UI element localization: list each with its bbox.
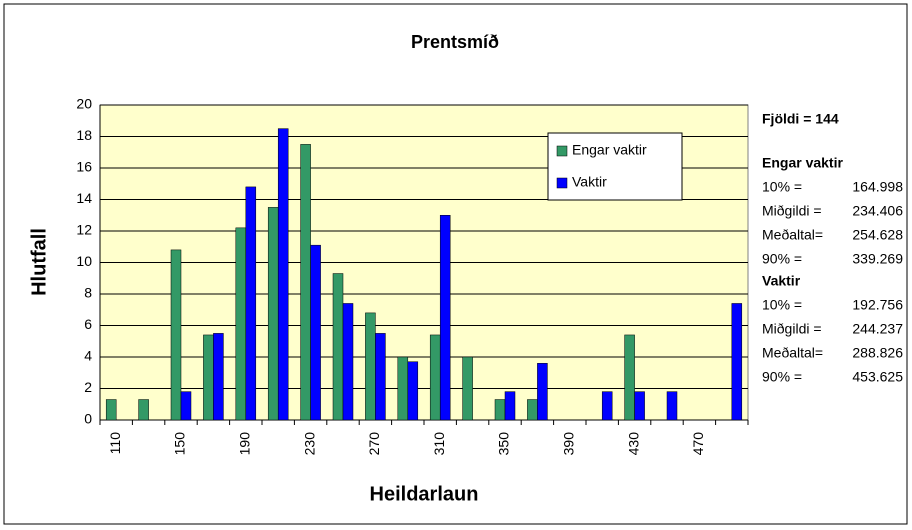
- bar: [245, 186, 257, 421]
- bar: [527, 399, 538, 421]
- y-tick-label: 16: [76, 159, 92, 175]
- y-tick-label: 20: [76, 96, 92, 112]
- bar: [462, 356, 473, 421]
- bar: [105, 399, 117, 421]
- legend-label: Engar vaktir: [572, 142, 647, 158]
- bar: [235, 227, 247, 421]
- stat-value: 288.826: [852, 345, 903, 361]
- stat-value: 164.998: [852, 179, 903, 195]
- x-tick-label: 110: [107, 432, 123, 455]
- x-tick-label: 270: [366, 432, 382, 456]
- stat-count: Fjöldi = 144: [762, 111, 839, 127]
- stat-label: 90% =: [762, 251, 802, 267]
- x-tick-label: 150: [172, 432, 188, 456]
- bar: [310, 244, 321, 421]
- bar: [277, 128, 289, 421]
- stat-value: 339.269: [852, 251, 903, 267]
- y-tick-label: 4: [84, 348, 92, 364]
- y-tick-label: 10: [76, 253, 92, 269]
- bar: [138, 399, 149, 421]
- stat-value: 254.628: [852, 227, 903, 243]
- stat-label: Meðaltal=: [762, 345, 823, 361]
- stat-value: 192.756: [852, 297, 903, 313]
- stat-group: Vaktir: [762, 273, 801, 289]
- bar: [170, 249, 182, 421]
- y-tick-label: 14: [76, 190, 92, 206]
- bar: [332, 273, 344, 421]
- bar: [365, 312, 376, 421]
- legend-box: [547, 132, 683, 201]
- y-tick-label: 8: [84, 285, 92, 301]
- bar: [666, 391, 678, 421]
- bar: [397, 356, 409, 421]
- stat-label: Miðgildi =: [762, 321, 822, 337]
- bar: [300, 144, 311, 421]
- stat-value: 453.625: [852, 369, 903, 385]
- bar: [203, 334, 214, 421]
- y-tick-label: 0: [84, 411, 92, 427]
- y-tick-label: 18: [76, 127, 92, 143]
- stat-label: Miðgildi =: [762, 203, 822, 219]
- chart-title: Prentsmíð: [411, 32, 499, 52]
- bar: [634, 391, 645, 421]
- stat-value: 234.406: [852, 203, 903, 219]
- x-tick-label: 470: [690, 432, 706, 456]
- bar: [407, 361, 419, 421]
- x-tick-label: 230: [301, 432, 317, 456]
- x-tick-label: 430: [625, 432, 641, 456]
- y-tick-label: 2: [84, 379, 92, 395]
- bar: [731, 303, 743, 421]
- bar: [624, 334, 635, 421]
- x-tick-label: 310: [431, 432, 447, 456]
- stat-label: 10% =: [762, 179, 802, 195]
- bar: [504, 391, 516, 421]
- bar: [601, 391, 613, 421]
- y-tick-label: 12: [76, 222, 92, 238]
- legend-label: Vaktir: [572, 174, 607, 190]
- bar: [429, 334, 441, 421]
- bar: [375, 333, 386, 421]
- stat-value: 244.237: [852, 321, 903, 337]
- stat-label: Meðaltal=: [762, 227, 823, 243]
- x-tick-label: 350: [496, 432, 512, 456]
- bar: [213, 333, 224, 421]
- legend-swatch: [556, 145, 568, 157]
- bar: [439, 215, 451, 421]
- bar: [180, 391, 192, 421]
- bar: [342, 303, 354, 421]
- bar: [537, 363, 548, 421]
- legend-swatch: [556, 177, 568, 189]
- y-axis-title: Hlutfall: [28, 228, 50, 296]
- stat-group: Engar vaktir: [762, 155, 843, 171]
- x-axis-title: Heildarlaun: [370, 483, 479, 505]
- stat-label: 10% =: [762, 297, 802, 313]
- y-tick-label: 6: [84, 316, 92, 332]
- bar: [267, 207, 279, 421]
- stat-label: 90% =: [762, 369, 802, 385]
- bar: [494, 399, 506, 421]
- x-tick-label: 190: [237, 432, 253, 456]
- x-tick-label: 390: [561, 432, 577, 456]
